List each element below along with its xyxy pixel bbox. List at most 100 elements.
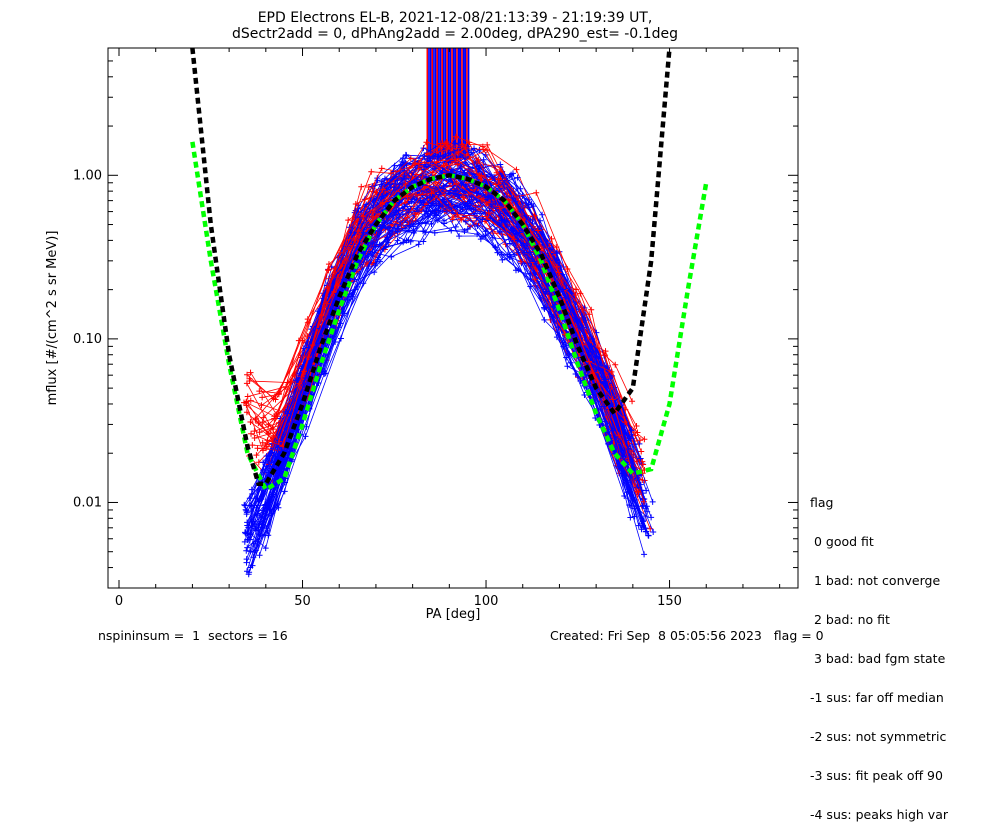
- data-point: [253, 452, 260, 459]
- data-point: [464, 200, 471, 207]
- data-point: [246, 375, 253, 382]
- data-point: [452, 133, 459, 140]
- data-point: [243, 547, 250, 554]
- data-point: [370, 209, 377, 216]
- data-point: [639, 476, 646, 483]
- data-point: [612, 361, 619, 368]
- data-point: [408, 198, 415, 205]
- data-point: [513, 166, 520, 173]
- data-point: [284, 410, 291, 417]
- data-point: [497, 161, 504, 168]
- data-point: [378, 165, 385, 172]
- data-point: [641, 551, 648, 558]
- data-point: [394, 229, 401, 236]
- data-point: [488, 201, 495, 208]
- data-point: [564, 265, 571, 272]
- data-point: [362, 254, 369, 261]
- data-point: [630, 464, 637, 471]
- data-point: [462, 144, 469, 151]
- data-point: [260, 467, 267, 474]
- data-point: [259, 419, 266, 426]
- data-point: [560, 286, 567, 293]
- sweep-trace: [248, 203, 645, 573]
- data-point: [509, 194, 516, 201]
- data-point: [637, 455, 644, 462]
- data-point: [448, 204, 455, 211]
- data-point: [618, 412, 625, 419]
- data-point: [456, 233, 463, 240]
- data-point: [451, 140, 458, 147]
- data-point: [244, 522, 251, 529]
- data-point: [243, 380, 250, 387]
- legend-item: -4 sus: peaks high var: [810, 807, 949, 822]
- data-point: [283, 383, 290, 390]
- data-point: [428, 190, 435, 197]
- data-point: [484, 146, 491, 153]
- data-point: [387, 170, 394, 177]
- y-tick-label: 1.00: [73, 168, 102, 183]
- data-point: [243, 559, 250, 566]
- data-point: [586, 311, 593, 318]
- data-point: [484, 141, 491, 148]
- data-point: [649, 498, 656, 505]
- data-point: [345, 217, 352, 224]
- data-point: [553, 250, 560, 257]
- data-point: [252, 415, 259, 422]
- data-point: [421, 153, 428, 160]
- data-point: [514, 174, 521, 181]
- data-point: [435, 164, 442, 171]
- data-point: [581, 392, 588, 399]
- data-point: [452, 223, 459, 230]
- data-point: [629, 398, 636, 405]
- footer-right: Created: Fri Sep 8 05:05:56 2023 flag = …: [550, 628, 824, 643]
- legend-item: 2 bad: no fit: [810, 612, 890, 627]
- data-point: [638, 448, 645, 455]
- data-point: [254, 445, 261, 452]
- data-point: [423, 150, 430, 157]
- sweep-trace: [256, 159, 632, 516]
- data-point: [368, 168, 375, 175]
- plot-frame: [107, 47, 799, 589]
- data-point: [248, 518, 255, 525]
- data-point: [317, 371, 324, 378]
- data-point: [417, 197, 424, 204]
- data-point: [325, 266, 332, 273]
- data-point: [402, 225, 409, 232]
- data-point: [471, 145, 478, 152]
- sweep-trace: [255, 151, 641, 441]
- data-point: [496, 219, 503, 226]
- legend-item: 3 bad: bad fgm state: [810, 651, 946, 666]
- data-point: [525, 201, 532, 208]
- data-point: [476, 146, 483, 153]
- data-point: [642, 525, 649, 532]
- footer-left: nspininsum = 1 sectors = 16: [98, 628, 288, 643]
- data-point: [440, 162, 447, 169]
- data-point: [394, 237, 401, 244]
- data-point: [638, 526, 645, 533]
- data-point: [441, 217, 448, 224]
- data-point: [645, 532, 652, 539]
- data-point: [381, 175, 388, 182]
- data-point: [513, 267, 519, 274]
- data-point: [533, 189, 540, 196]
- data-point: [432, 207, 439, 214]
- legend-item: 1 bad: not converge: [810, 573, 941, 588]
- data-point: [365, 183, 372, 190]
- data-point: [379, 199, 386, 206]
- data-point: [639, 458, 646, 465]
- data-point: [274, 391, 281, 398]
- data-point: [400, 175, 407, 182]
- data-point: [358, 183, 365, 190]
- data-point: [621, 493, 628, 500]
- data-point: [304, 333, 311, 340]
- data-point: [444, 144, 451, 151]
- data-point: [455, 148, 462, 155]
- data-point: [510, 251, 517, 258]
- data-point: [443, 138, 450, 145]
- data-point: [423, 208, 430, 215]
- data-point: [618, 448, 625, 455]
- data-point: [641, 436, 648, 443]
- data-point: [243, 398, 250, 405]
- data-point: [391, 184, 398, 191]
- data-point: [325, 261, 332, 268]
